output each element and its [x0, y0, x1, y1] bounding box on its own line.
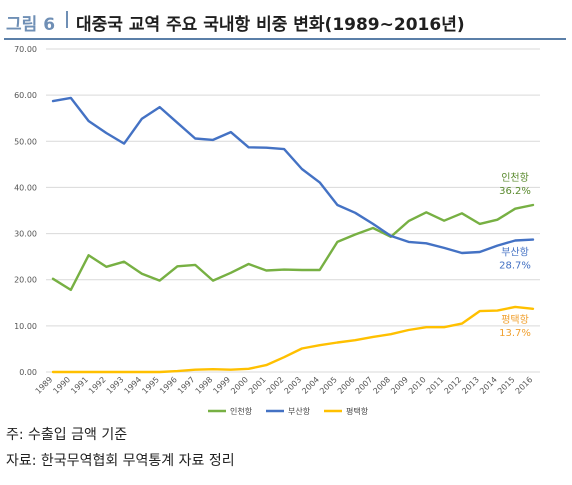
x-tick-label: 1992: [87, 375, 108, 396]
x-tick-label: 1989: [34, 375, 55, 396]
y-tick-label: 50.00: [14, 137, 37, 146]
x-tick-label: 1996: [158, 375, 179, 396]
legend-label: 평택항: [346, 406, 369, 415]
y-tick-label: 10.00: [14, 322, 37, 331]
x-tick-label: 2011: [425, 375, 446, 396]
title-separator: [66, 11, 68, 28]
x-tick-label: 1994: [123, 375, 144, 396]
x-tick-label: 2013: [460, 375, 481, 396]
x-tick-label: 2006: [336, 375, 357, 396]
figure-notes: 주: 수출입 금액 기준 자료: 한국무역협회 무역통계 자료 정리: [6, 422, 235, 474]
x-tick-label: 2000: [229, 375, 250, 396]
series-end-value: 28.7%: [499, 261, 531, 272]
series-line-인천항: [51, 203, 535, 292]
legend-label: 부산항: [288, 406, 311, 415]
x-tick-label: 2016: [514, 375, 535, 396]
figure-number: 그림 6: [6, 15, 56, 35]
series-end-label: 인천항: [501, 172, 529, 184]
series-end-value: 13.7%: [499, 328, 531, 339]
x-tick-label: 1993: [105, 375, 126, 396]
x-tick-label: 2001: [247, 375, 268, 396]
x-tick-label: 1999: [211, 375, 232, 396]
series-line-부산항: [51, 96, 535, 255]
x-tick-label: 2002: [265, 375, 286, 396]
x-tick-label: 1991: [69, 375, 90, 396]
x-tick-label: 2010: [407, 375, 428, 396]
series-end-label: 부산항: [501, 247, 529, 259]
x-tick-label: 1990: [51, 375, 72, 396]
x-tick-label: 1998: [194, 375, 215, 396]
y-tick-label: 70.00: [14, 45, 37, 54]
x-tick-label: 2003: [283, 375, 304, 396]
note-basis: 주: 수출입 금액 기준: [6, 427, 128, 443]
x-tick-label: 2008: [371, 375, 392, 396]
y-tick-label: 60.00: [14, 91, 37, 100]
series-line-평택항: [51, 305, 535, 374]
note-source: 자료: 한국무역협회 무역통계 자료 정리: [6, 453, 235, 469]
series-end-label: 평택항: [501, 314, 529, 326]
x-tick-label: 1997: [176, 375, 197, 396]
x-tick-label: 2012: [443, 375, 464, 396]
x-tick-label: 2009: [389, 375, 410, 396]
header-rule: [4, 38, 566, 40]
x-tick-label: 2015: [496, 375, 517, 396]
legend-label: 인천항: [230, 406, 253, 415]
y-tick-label: 30.00: [14, 230, 37, 239]
figure-title: 대중국 교역 주요 국내항 비중 변화(1989~2016년): [76, 15, 465, 35]
x-tick-label: 2007: [354, 375, 375, 396]
figure-header: 그림 6 대중국 교역 주요 국내항 비중 변화(1989~2016년): [0, 0, 572, 40]
x-tick-label: 2014: [478, 375, 499, 396]
series-end-value: 36.2%: [499, 186, 531, 197]
line-chart: 0.00 10.00 20.00 30.00 40.00 50.00 60.00 70.00 1…: [14, 45, 540, 415]
y-tick-label: 0.00: [19, 368, 37, 377]
x-tick-label: 2005: [318, 375, 339, 396]
x-tick-label: 1995: [140, 375, 161, 396]
y-tick-label: 20.00: [14, 276, 37, 285]
x-tick-label: 2004: [300, 375, 321, 396]
y-tick-label: 40.00: [14, 183, 37, 192]
